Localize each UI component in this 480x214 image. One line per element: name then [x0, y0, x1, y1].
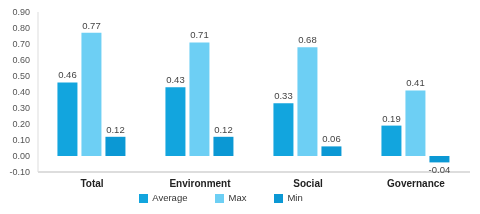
html-text:Max: Max — [228, 192, 247, 203]
svg-text:0.46: 0.46 — [58, 69, 77, 80]
svg-text:0.71: 0.71 — [190, 29, 209, 40]
svg-text:0.80: 0.80 — [12, 23, 30, 33]
svg-text:0.43: 0.43 — [166, 74, 185, 85]
svg-text:0.41: 0.41 — [406, 77, 425, 88]
svg-text:Social: Social — [293, 178, 323, 189]
svg-text:0.60: 0.60 — [12, 55, 30, 65]
svg-text:0.33: 0.33 — [274, 90, 293, 101]
svg-text:0.12: 0.12 — [106, 124, 125, 135]
svg-text:Total: Total — [80, 178, 103, 189]
html-text:Average: Average — [152, 192, 188, 203]
svg-text:-0.04: -0.04 — [429, 164, 451, 175]
svg-text:Governance: Governance — [387, 178, 445, 189]
svg-text:0.50: 0.50 — [12, 71, 30, 81]
svg-text:0.90: 0.90 — [12, 7, 30, 17]
svg-text:0.00: 0.00 — [12, 151, 30, 161]
svg-text:0.19: 0.19 — [382, 113, 401, 124]
html-text:Min: Min — [287, 192, 303, 203]
svg-text:0.20: 0.20 — [12, 119, 30, 129]
svg-text:0.77: 0.77 — [82, 20, 101, 31]
svg-text:0.10: 0.10 — [12, 135, 30, 145]
svg-text:0.12: 0.12 — [214, 124, 233, 135]
svg-text:0.68: 0.68 — [298, 34, 317, 45]
svg-text:-0.10: -0.10 — [9, 167, 30, 177]
svg-text:0.70: 0.70 — [12, 39, 30, 49]
svg-text:0.30: 0.30 — [12, 103, 30, 113]
svg-text:0.40: 0.40 — [12, 87, 30, 97]
svg-text:0.06: 0.06 — [322, 133, 341, 144]
svg-text:Environment: Environment — [169, 178, 231, 189]
